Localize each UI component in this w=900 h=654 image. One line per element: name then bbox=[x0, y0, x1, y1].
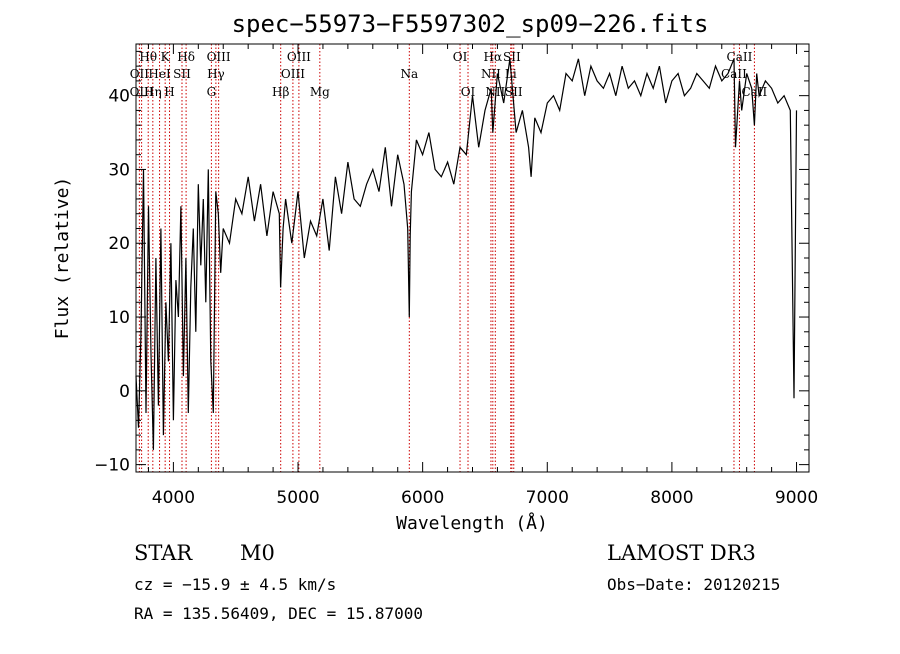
chart-title: spec−55973−F5597302_sp09−226.fits bbox=[232, 10, 709, 38]
line-label: Hη bbox=[144, 85, 162, 99]
line-label: SII bbox=[503, 50, 521, 64]
redshift-text: cz = −15.9 ± 4.5 km/s bbox=[134, 575, 336, 594]
line-label: OIII bbox=[207, 50, 231, 64]
line-label: Hδ bbox=[177, 50, 195, 64]
survey-name: LAMOST DR3 bbox=[607, 541, 756, 565]
line-label: Hθ bbox=[139, 50, 157, 64]
x-tick-label: 8000 bbox=[650, 488, 693, 508]
line-label: H bbox=[164, 85, 174, 99]
y-tick-label: −10 bbox=[94, 456, 130, 476]
spectrum-line bbox=[135, 58, 798, 450]
line-label: Hγ bbox=[207, 67, 225, 81]
y-tick-label: 30 bbox=[108, 160, 130, 180]
object-subclass: M0 bbox=[240, 541, 275, 565]
line-label: Hα bbox=[484, 50, 503, 64]
x-axis-ticks: 4000 5000 6000 7000 8000 9000 bbox=[147, 44, 818, 508]
y-tick-label: 10 bbox=[108, 308, 130, 328]
line-label: SII bbox=[505, 85, 523, 99]
line-label: CaII bbox=[741, 85, 767, 99]
line-label: Na bbox=[400, 67, 418, 81]
line-label: OI bbox=[453, 50, 468, 64]
y-tick-label: 20 bbox=[108, 234, 130, 254]
x-axis-label: Wavelength (Å) bbox=[396, 512, 548, 534]
line-label: OII bbox=[130, 67, 150, 81]
line-label: Mg bbox=[310, 85, 330, 99]
y-axis-label: Flux (relative) bbox=[52, 177, 73, 340]
line-label: OI bbox=[461, 85, 476, 99]
object-class: STAR bbox=[134, 541, 193, 565]
x-tick-label: 7000 bbox=[526, 488, 569, 508]
x-tick-label: 9000 bbox=[775, 488, 818, 508]
line-label: CaII bbox=[727, 50, 753, 64]
plot-frame bbox=[135, 43, 810, 473]
line-label: Hβ bbox=[272, 85, 289, 99]
line-label: G bbox=[207, 85, 217, 99]
x-tick-label: 5000 bbox=[276, 488, 319, 508]
line-label: SII bbox=[173, 67, 191, 81]
x-tick-label: 4000 bbox=[152, 488, 195, 508]
line-label: NII bbox=[481, 67, 501, 81]
emission-line-markers bbox=[138, 44, 755, 472]
line-label: HeI bbox=[148, 67, 171, 81]
y-tick-label: 40 bbox=[108, 87, 130, 107]
y-tick-label: 0 bbox=[119, 382, 130, 402]
line-label: OIII bbox=[287, 50, 311, 64]
obs-date-text: Obs−Date: 20120215 bbox=[607, 575, 780, 594]
coordinates-text: RA = 135.56409, DEC = 15.87000 bbox=[134, 604, 423, 623]
line-label: K bbox=[161, 50, 171, 64]
y-axis-ticks: −10 0 10 20 30 40 bbox=[94, 50, 809, 476]
x-tick-label: 6000 bbox=[401, 488, 444, 508]
line-label: OIII bbox=[281, 67, 305, 81]
